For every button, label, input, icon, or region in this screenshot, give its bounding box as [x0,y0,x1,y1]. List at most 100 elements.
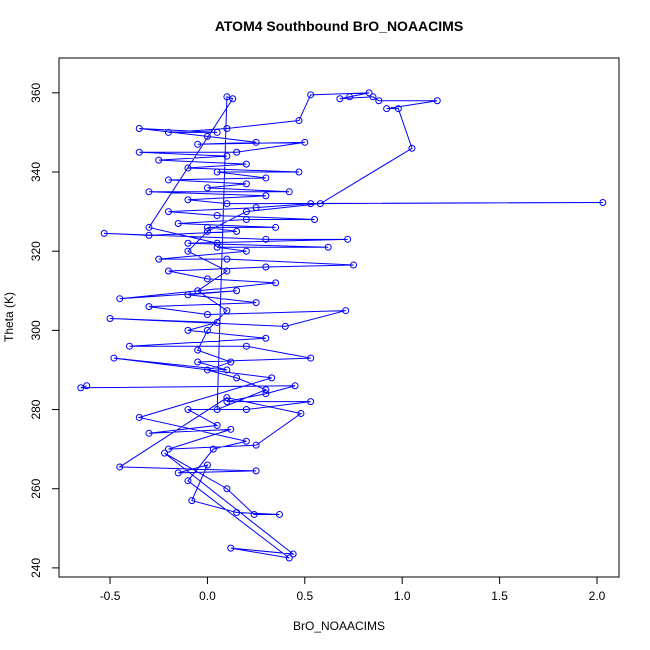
x-tick-label: 0.0 [199,589,216,603]
data-point [242,342,250,350]
data-point [375,97,383,105]
data-point [174,219,182,227]
data-point [252,441,260,449]
data-point [213,421,221,429]
data-point [324,243,332,251]
data-point [242,180,250,188]
data-point [203,223,211,231]
plot-frame [58,57,620,578]
data-point [203,132,211,140]
x-tick-label: 0.5 [296,589,313,603]
data-point [223,267,231,275]
y-tick-label: 340 [29,162,43,182]
y-tick-label: 280 [29,399,43,419]
data-point [268,374,276,382]
data-point [223,394,231,402]
data-point [194,287,202,295]
data-point [194,358,202,366]
data-point [194,346,202,354]
data-point [242,247,250,255]
data-point [164,176,172,184]
data-point [126,342,134,350]
x-tick-label: 1.5 [491,589,508,603]
data-point [164,128,172,136]
data-point [106,314,114,322]
data-point [297,410,305,418]
data-point [233,287,241,295]
data-point [164,267,172,275]
data-point [383,105,391,113]
data-point [295,168,303,176]
data-point [307,91,315,99]
y-tick-label: 240 [29,558,43,578]
data-point [213,128,221,136]
x-tick-label: 2.0 [589,589,606,603]
data-point [203,326,211,334]
data-point [203,275,211,283]
data-point [346,93,354,101]
data-point [145,223,153,231]
data-point [203,184,211,192]
data-point [209,445,217,453]
data-point [184,196,192,204]
data-point [262,263,270,271]
data-point [203,311,211,319]
data-point [213,406,221,414]
data-point [188,497,196,505]
data-point [184,406,192,414]
data-point [145,231,153,239]
data-point [77,384,85,392]
data-point [203,461,211,469]
data-point [145,429,153,437]
data-point [116,463,124,471]
data-point [285,188,293,196]
data-point [369,93,377,101]
data-point [116,295,124,303]
data-point [223,307,231,315]
data-point [233,508,241,516]
data-point [233,148,241,156]
data-point [184,291,192,299]
data-point [223,255,231,263]
data-point [213,168,221,176]
data-point [155,255,163,263]
y-axis-label: Theta (K) [2,292,16,342]
data-point [164,208,172,216]
data-point [599,198,607,206]
data-point [262,334,270,342]
data-point [174,469,182,477]
data-point [342,307,350,315]
data-point [135,413,143,421]
data-point [281,322,289,330]
data-point [394,105,402,113]
data-point [295,117,303,125]
x-tick-label: 1.0 [394,589,411,603]
data-point [194,140,202,148]
data-point [242,437,250,445]
data-point [184,247,192,255]
data-point [316,200,324,208]
data-point [252,467,260,475]
data-point [344,235,352,243]
data-point [336,95,344,103]
data-point [262,192,270,200]
data-point [275,510,283,518]
data-point [233,374,241,382]
data-point [184,477,192,485]
data-point [242,216,250,224]
data-point [307,200,315,208]
chart-title: ATOM4 Southbound BrO_NOAACIMS [215,18,463,34]
data-point [213,318,221,326]
data-point [203,227,211,235]
y-tick-label: 360 [29,83,43,103]
data-point [145,303,153,311]
data-point [262,390,270,398]
data-point [135,124,143,132]
y-tick-label: 300 [29,320,43,340]
x-tick-label: -0.5 [100,589,121,603]
data-point [223,124,231,132]
data-line [80,92,603,559]
data-point [161,449,169,457]
data-point [307,398,315,406]
